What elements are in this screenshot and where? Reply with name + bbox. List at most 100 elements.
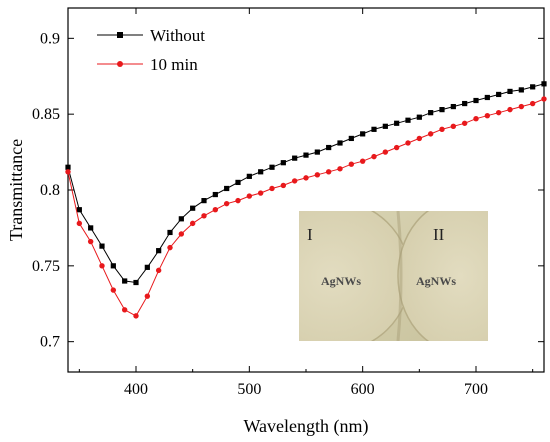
axis-ticks: 400 500 600 700 0.7 0.75 0.8 0.85 0.9 bbox=[32, 8, 544, 398]
x-tick-label: 400 bbox=[124, 381, 148, 398]
data-point-1 bbox=[348, 161, 355, 167]
x-axis-title: Wavelength (nm) bbox=[243, 416, 368, 437]
data-point-0 bbox=[65, 164, 71, 170]
x-tick-label: 700 bbox=[464, 381, 488, 398]
data-point-0 bbox=[541, 81, 547, 87]
data-point-1 bbox=[257, 190, 264, 196]
data-point-1 bbox=[507, 106, 513, 113]
data-point-1 bbox=[201, 213, 207, 219]
legend: Without 10 min bbox=[97, 26, 205, 74]
data-point-0 bbox=[439, 107, 445, 113]
data-point-0 bbox=[167, 229, 173, 236]
data-point-0 bbox=[462, 100, 468, 107]
data-point-0 bbox=[178, 216, 184, 222]
data-point-1 bbox=[246, 193, 253, 199]
data-point-1 bbox=[382, 149, 389, 155]
dish-right bbox=[397, 211, 488, 341]
x-tick-label: 500 bbox=[237, 381, 261, 398]
data-point-1 bbox=[189, 220, 196, 227]
data-point-1 bbox=[461, 120, 468, 126]
dish-gap-shadow bbox=[396, 211, 403, 341]
data-point-1 bbox=[495, 109, 502, 116]
inset-photo: I II AgNWs AgNWs bbox=[299, 211, 488, 341]
inset-label-ii: II bbox=[433, 225, 445, 244]
data-point-1 bbox=[314, 172, 321, 178]
legend-marker-without bbox=[117, 32, 123, 38]
data-point-1 bbox=[212, 207, 219, 213]
data-point-1 bbox=[393, 144, 400, 151]
data-point-0 bbox=[314, 149, 320, 155]
data-point-0 bbox=[258, 169, 264, 175]
data-point-0 bbox=[88, 225, 94, 231]
data-point-0 bbox=[144, 264, 150, 270]
data-point-1 bbox=[405, 140, 411, 146]
data-point-0 bbox=[110, 263, 116, 269]
data-point-1 bbox=[473, 116, 479, 122]
y-tick-label: 0.8 bbox=[40, 182, 60, 199]
data-point-0 bbox=[428, 110, 434, 116]
data-point-1 bbox=[484, 112, 491, 119]
data-point-0 bbox=[133, 279, 139, 286]
data-point-1 bbox=[269, 185, 275, 192]
y-tick-label: 0.75 bbox=[32, 258, 60, 275]
data-point-1 bbox=[325, 169, 332, 175]
data-point-0 bbox=[518, 87, 524, 93]
data-point-0 bbox=[246, 173, 252, 179]
data-point-0 bbox=[360, 131, 366, 137]
data-point-0 bbox=[122, 278, 128, 284]
data-point-1 bbox=[450, 123, 457, 129]
data-point-1 bbox=[178, 231, 185, 237]
data-point-0 bbox=[371, 126, 377, 132]
y-tick-label: 0.85 bbox=[32, 106, 60, 123]
data-point-0 bbox=[235, 179, 241, 186]
data-point-0 bbox=[473, 97, 479, 104]
data-point-0 bbox=[201, 198, 207, 204]
data-point-0 bbox=[394, 120, 400, 126]
y-tick-label: 0.7 bbox=[40, 334, 60, 351]
data-point-1 bbox=[416, 135, 423, 142]
series-layer bbox=[65, 81, 547, 319]
data-point-0 bbox=[507, 88, 513, 95]
data-point-0 bbox=[190, 205, 196, 211]
data-point-1 bbox=[235, 197, 241, 204]
data-point-0 bbox=[416, 114, 422, 120]
data-point-0 bbox=[496, 91, 502, 98]
x-tick-label: 600 bbox=[351, 381, 375, 398]
legend-label-10min: 10 min bbox=[150, 55, 198, 74]
y-tick-label: 0.9 bbox=[40, 30, 60, 47]
data-point-1 bbox=[133, 313, 139, 319]
data-point-1 bbox=[167, 244, 173, 251]
data-point-1 bbox=[76, 220, 83, 227]
data-point-1 bbox=[303, 175, 309, 181]
data-point-1 bbox=[291, 178, 298, 184]
data-point-0 bbox=[292, 155, 298, 161]
legend-marker-10min bbox=[117, 61, 123, 67]
data-point-0 bbox=[405, 117, 411, 123]
data-point-1 bbox=[87, 238, 94, 245]
data-point-0 bbox=[348, 135, 354, 142]
data-point-1 bbox=[110, 287, 117, 293]
data-point-1 bbox=[427, 131, 434, 137]
data-point-0 bbox=[76, 207, 82, 213]
data-point-0 bbox=[382, 123, 388, 129]
data-point-1 bbox=[371, 153, 377, 160]
legend-label-without: Without bbox=[150, 26, 205, 45]
data-point-0 bbox=[326, 144, 332, 151]
data-point-0 bbox=[303, 152, 309, 158]
data-point-1 bbox=[144, 293, 151, 299]
inset-sample-text-left: AgNWs bbox=[321, 274, 361, 288]
data-point-0 bbox=[484, 94, 490, 101]
inset-sample-text-right: AgNWs bbox=[416, 274, 456, 288]
data-point-1 bbox=[518, 103, 525, 110]
data-point-0 bbox=[280, 160, 286, 166]
data-point-1 bbox=[155, 267, 162, 274]
data-point-1 bbox=[337, 166, 343, 172]
y-axis-title: Transmittance bbox=[6, 139, 26, 241]
data-point-0 bbox=[337, 140, 343, 146]
data-point-0 bbox=[269, 164, 275, 170]
data-point-0 bbox=[224, 185, 230, 192]
data-point-1 bbox=[541, 96, 547, 102]
data-point-0 bbox=[156, 248, 162, 254]
data-point-0 bbox=[212, 191, 218, 198]
data-point-0 bbox=[450, 103, 456, 110]
